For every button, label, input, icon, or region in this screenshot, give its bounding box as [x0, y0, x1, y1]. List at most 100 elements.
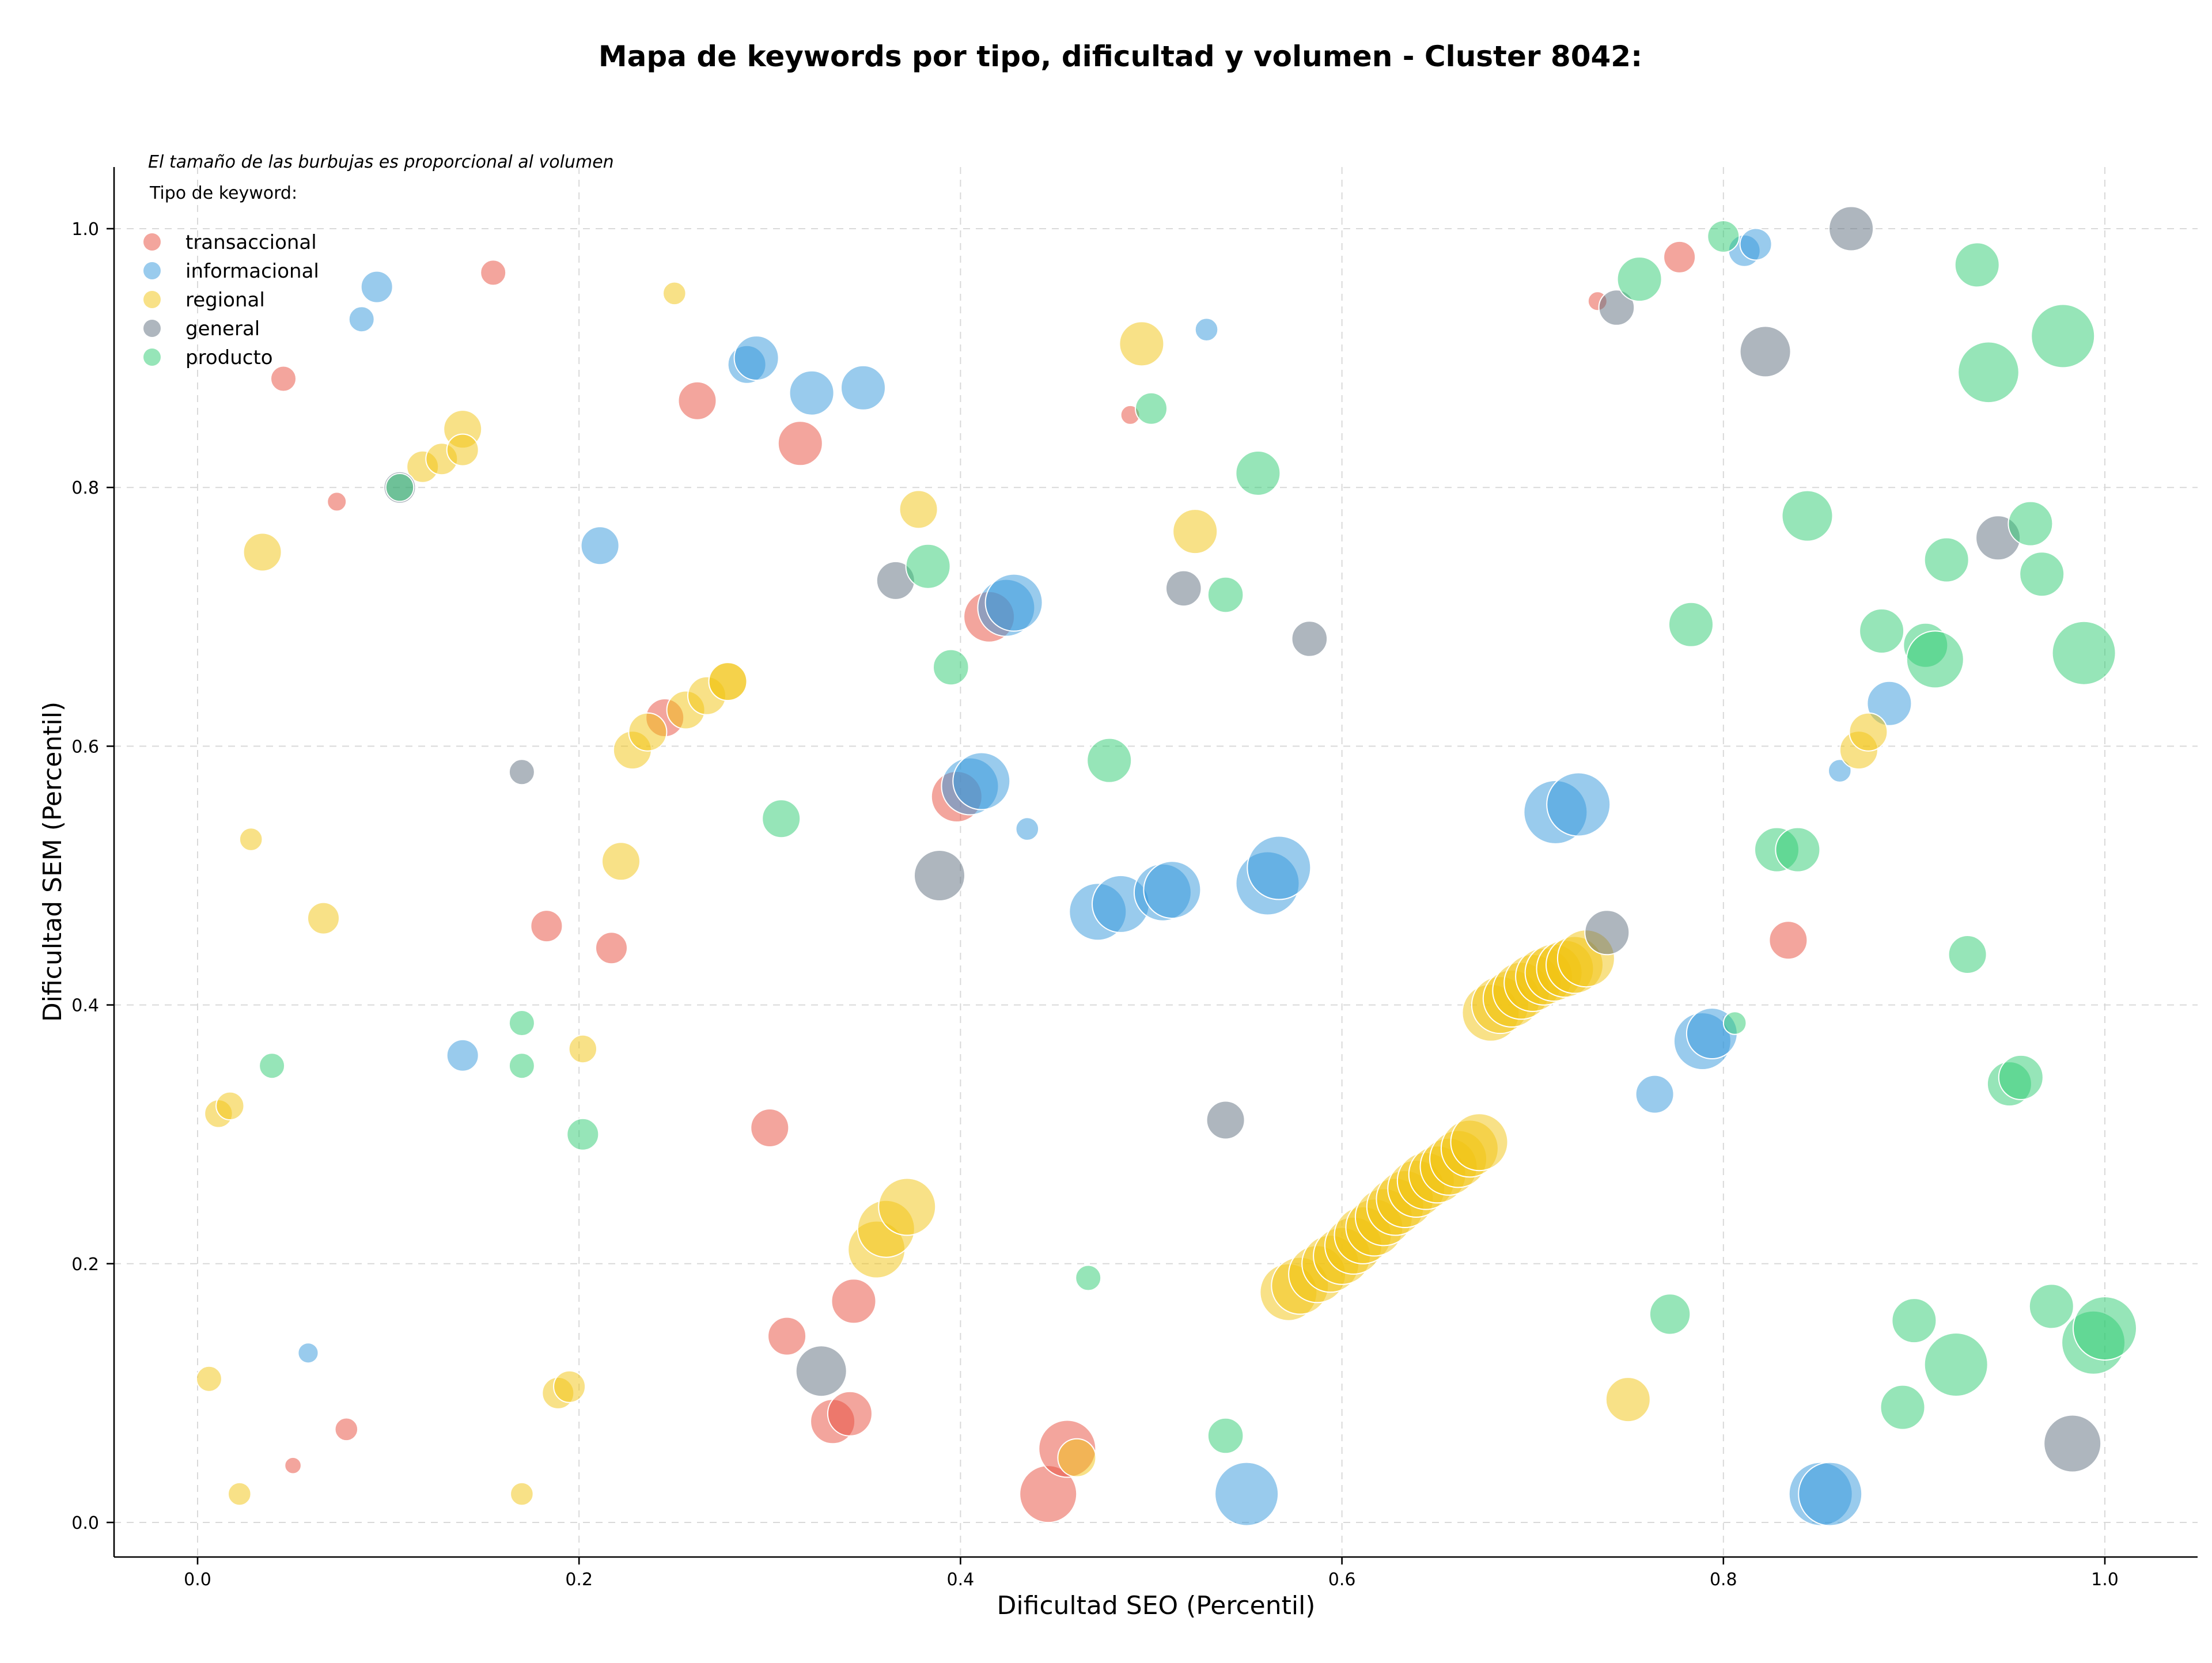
x-tick-label: 0.4 — [947, 1570, 975, 1590]
bubble-informacional — [360, 270, 393, 304]
bubble-regional — [195, 1365, 222, 1392]
bubble-informacional — [1194, 317, 1219, 342]
x-tick-label: 0.0 — [184, 1570, 211, 1590]
bubble-general — [1828, 206, 1874, 252]
bubble-regional — [215, 1091, 245, 1121]
legend-label-general: general — [185, 317, 260, 340]
legend-marker-general — [143, 320, 161, 337]
bubble-regional — [446, 433, 479, 467]
bubble-informacional — [1798, 1461, 1863, 1526]
bubble-transaccional — [750, 1108, 790, 1147]
bubble-producto — [1086, 737, 1132, 783]
bubble-producto — [1906, 630, 1964, 689]
bubble-producto — [1075, 1264, 1102, 1291]
bubble-regional — [1450, 1113, 1509, 1172]
bubble-informacional — [1635, 1074, 1675, 1114]
bubble-producto — [508, 1052, 535, 1079]
bubble-regional — [1172, 509, 1218, 555]
bubble-general — [1739, 325, 1791, 378]
bubble-general — [1291, 620, 1328, 657]
bubble-regional — [1849, 712, 1888, 752]
bubble-producto — [2008, 501, 2054, 547]
bubble-producto — [2028, 1283, 2074, 1329]
legend-marker-producto — [143, 348, 161, 366]
y-tick-label: 0.4 — [71, 996, 99, 1016]
y-tick-label: 0.2 — [71, 1255, 99, 1275]
bubble-producto — [2073, 1296, 2137, 1361]
bubble-regional — [238, 827, 263, 851]
bubble-transaccional — [677, 381, 717, 421]
bubble-regional — [228, 1482, 252, 1506]
bubble-producto — [1668, 601, 1714, 647]
bubble-informacional — [1015, 817, 1040, 841]
bubble-producto — [1616, 256, 1662, 302]
legend-label-regional: regional — [185, 289, 265, 312]
bubble-regional — [307, 901, 340, 935]
legend: transaccional informacional regional genera… — [143, 231, 319, 369]
bubble-informacional — [952, 752, 1011, 810]
x-tick-label: 1.0 — [2091, 1570, 2119, 1590]
legend-marker-transaccional — [143, 233, 161, 251]
bubble-layer — [195, 206, 2137, 1526]
grid-layer — [114, 167, 2198, 1557]
bubble-regional — [1605, 1377, 1651, 1423]
bubble-producto — [905, 543, 951, 589]
bubble-informacional — [1247, 835, 1312, 900]
legend-title: Tipo de keyword: — [149, 183, 297, 203]
bubble-transaccional — [334, 1417, 359, 1442]
bubble-producto — [1948, 935, 1987, 974]
bubble-informacional — [1828, 759, 1852, 783]
y-tick-label: 1.0 — [71, 219, 99, 240]
bubble-general — [2043, 1414, 2102, 1473]
bubble-producto — [566, 1117, 600, 1151]
series-informacional — [297, 228, 1912, 1526]
bubble-informacional — [1866, 680, 1912, 726]
bubble-producto — [1707, 220, 1740, 253]
series-transaccional — [270, 240, 1808, 1524]
legend-marker-regional — [143, 291, 161, 308]
size-note: El tamaño de las burbujas es proporciona… — [148, 152, 614, 172]
bubble-informacional — [580, 526, 620, 566]
bubble-producto — [2019, 551, 2065, 597]
series-regional — [195, 281, 1888, 1506]
bubble-transaccional — [1768, 920, 1808, 960]
bubble-informacional — [1546, 772, 1611, 837]
bubble-producto — [1722, 1011, 1747, 1035]
bubble-general — [795, 1345, 847, 1397]
bubble-transaccional — [827, 1391, 873, 1437]
bubble-producto — [2051, 620, 2116, 685]
bubble-informacional — [840, 365, 886, 411]
bubble-transaccional — [767, 1316, 807, 1356]
legend-label-producto: producto — [185, 346, 273, 369]
bubble-producto — [1880, 1384, 1926, 1430]
bubble-transaccional — [284, 1456, 302, 1475]
bubble-producto — [385, 473, 415, 502]
legend-label-informacional: informacional — [185, 260, 319, 283]
bubble-general — [1584, 910, 1630, 956]
x-tick-label: 0.2 — [565, 1570, 593, 1590]
series-general — [383, 206, 2102, 1473]
bubble-transaccional — [480, 259, 507, 286]
bubble-transaccional — [270, 365, 297, 392]
bubble-regional — [1057, 1438, 1097, 1478]
bubble-producto — [1235, 450, 1281, 496]
bubble-producto — [1135, 392, 1168, 425]
chart-title: Mapa de keywords por tipo, dificultad y … — [599, 40, 1642, 73]
y-tick-label: 0.0 — [71, 1513, 99, 1533]
bubble-informacional — [446, 1039, 479, 1072]
bubble-informacional — [1739, 228, 1772, 261]
series-producto — [259, 220, 2137, 1454]
bubble-producto — [933, 649, 969, 686]
bubble-general — [1206, 1100, 1245, 1140]
bubble-producto — [1891, 1298, 1937, 1344]
bubble-transaccional — [327, 491, 347, 512]
bubble-producto — [1207, 1417, 1244, 1454]
bubble-regional — [510, 1482, 534, 1506]
bubble-producto — [1207, 576, 1244, 613]
bubble-producto — [1859, 608, 1905, 654]
bubble-regional — [1119, 321, 1165, 367]
bubble-producto — [259, 1052, 286, 1079]
y-axis-label: Dificultad SEM (Percentil) — [38, 702, 67, 1022]
